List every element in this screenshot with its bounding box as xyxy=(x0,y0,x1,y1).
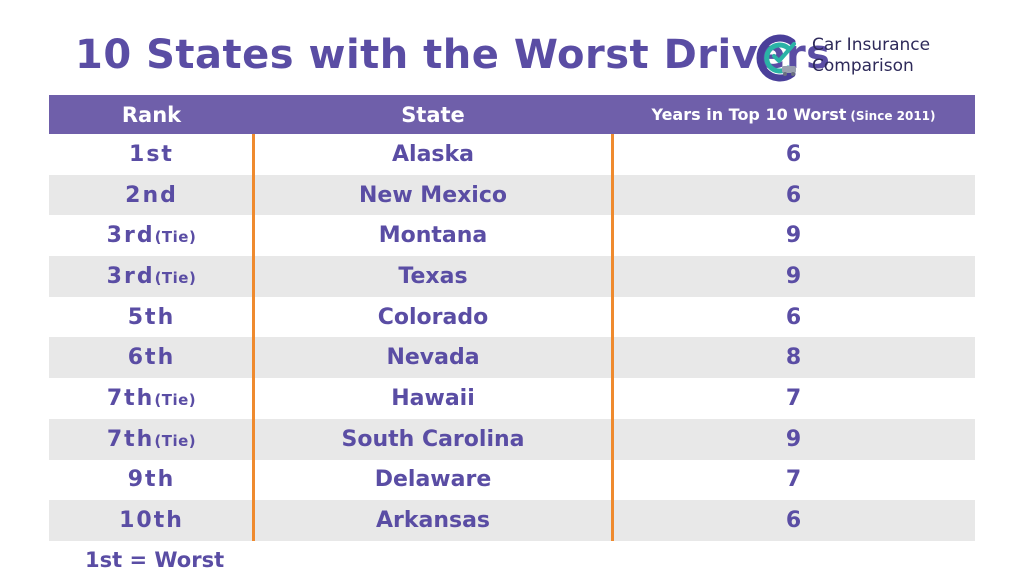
years-cell: 9 xyxy=(785,263,802,289)
rank-cell: 9th xyxy=(49,467,254,492)
years-cell: 6 xyxy=(785,304,802,330)
table-row: 3rd(Tie) Texas 9 xyxy=(49,256,975,297)
state-cell: Hawaii xyxy=(391,385,475,411)
table-row: 6th Nevada 8 xyxy=(49,337,975,379)
rank-value: 7th xyxy=(106,385,155,411)
logo-line-2: Comparison xyxy=(812,56,914,76)
years-cell: 6 xyxy=(785,141,802,167)
years-cell: 8 xyxy=(785,345,802,371)
state-cell: Arkansas xyxy=(375,508,491,534)
state-cell: South Carolina xyxy=(341,426,525,452)
table-header: Rank State Years in Top 10 Worst (Since 2… xyxy=(49,95,975,134)
table-body: 1st Alaska 6 2nd New Mexico 6 3rd(Tie) Montana 9… xyxy=(49,134,975,541)
table-row: 5th Colorado 6 xyxy=(49,297,975,338)
header-state: State xyxy=(401,102,465,127)
rank-cell: 10th xyxy=(49,508,254,533)
column-divider-2 xyxy=(611,134,614,541)
tie-label: (Tie) xyxy=(154,228,197,247)
state-cell: Texas xyxy=(398,263,468,289)
rank-value: 6th xyxy=(127,345,176,371)
state-cell: Colorado xyxy=(377,304,489,330)
years-cell: 7 xyxy=(785,467,802,493)
rank-cell: 3rd(Tie) xyxy=(49,223,254,248)
years-cell: 9 xyxy=(785,223,802,249)
car-insurance-logo-icon xyxy=(756,34,796,82)
years-cell: 9 xyxy=(785,426,802,452)
table-row: 1st Alaska 6 xyxy=(49,134,975,175)
rank-cell: 3rd(Tie) xyxy=(49,264,254,289)
state-cell: Delaware xyxy=(374,467,492,493)
header-years-label: Years in Top 10 Worst xyxy=(651,105,847,124)
column-divider-1 xyxy=(252,134,255,541)
rank-cell: 7th(Tie) xyxy=(49,427,254,452)
years-cell: 6 xyxy=(785,508,802,534)
logo-text: Car Insurance Comparison xyxy=(812,35,930,77)
rank-value: 10th xyxy=(119,508,184,534)
table-row: 10th Arkansas 6 xyxy=(49,500,975,541)
rank-value: 2nd xyxy=(125,182,178,208)
ranking-table: Rank State Years in Top 10 Worst (Since 2… xyxy=(49,95,975,541)
footnote: 1st = Worst xyxy=(85,548,225,572)
table-row: 7th(Tie) Hawaii 7 xyxy=(49,378,975,419)
tie-label: (Tie) xyxy=(154,431,197,450)
rank-cell: 2nd xyxy=(49,183,254,208)
brand-logo[interactable]: Car Insurance Comparison xyxy=(752,32,962,84)
years-cell: 7 xyxy=(785,385,802,411)
tie-label: (Tie) xyxy=(154,268,197,287)
header-years: Years in Top 10 Worst (Since 2011) xyxy=(612,105,975,124)
rank-value: 3rd xyxy=(106,223,155,249)
header-rank: Rank xyxy=(121,102,182,127)
page-title: 10 States with the Worst Drivers xyxy=(75,32,831,78)
header-years-note: (Since 2011) xyxy=(850,109,936,123)
rank-value: 9th xyxy=(127,467,176,493)
table-row: 7th(Tie) South Carolina 9 xyxy=(49,418,975,460)
rank-value: 5th xyxy=(127,304,176,330)
years-cell: 6 xyxy=(785,182,802,208)
table-row: 2nd New Mexico 6 xyxy=(49,174,975,216)
rank-value: 1st xyxy=(129,141,174,167)
tie-label: (Tie) xyxy=(154,390,197,409)
logo-line-1: Car Insurance xyxy=(812,35,931,55)
rank-cell: 1st xyxy=(49,142,254,167)
rank-cell: 6th xyxy=(49,345,254,370)
rank-cell: 5th xyxy=(49,305,254,330)
state-cell: New Mexico xyxy=(358,182,508,208)
table-row: 9th Delaware 7 xyxy=(49,460,975,501)
rank-value: 3rd xyxy=(106,263,155,289)
rank-cell: 7th(Tie) xyxy=(49,386,254,411)
rank-value: 7th xyxy=(106,426,155,452)
state-cell: Montana xyxy=(378,223,488,249)
state-cell: Alaska xyxy=(392,141,474,167)
state-cell: Nevada xyxy=(386,345,480,371)
table-row: 3rd(Tie) Montana 9 xyxy=(49,215,975,256)
